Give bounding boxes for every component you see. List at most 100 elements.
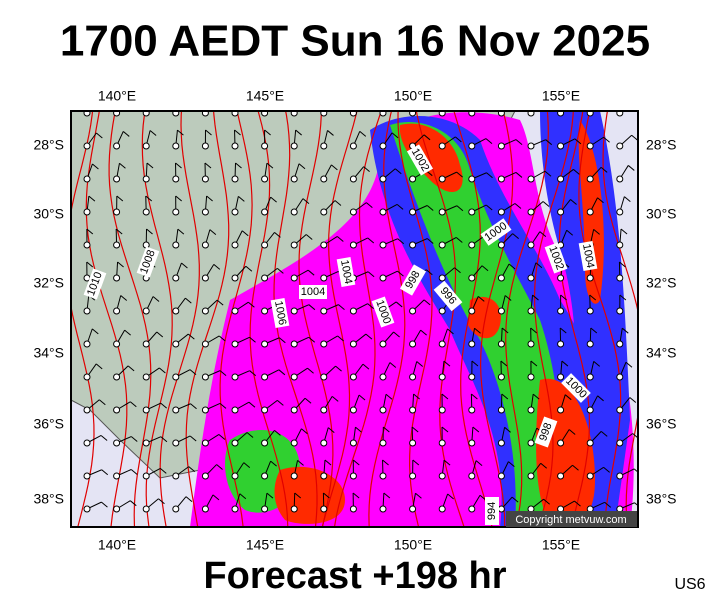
barb-station [113,373,121,381]
barb-flag [620,228,628,235]
barb-flag [474,327,481,334]
barb-flag [100,435,108,441]
barb-flag [212,494,220,501]
barb-flag [274,232,281,238]
barb-station [142,439,150,447]
barb-station [201,307,209,315]
barb-station [231,208,239,216]
barb-flag [501,327,509,334]
barb-station [320,373,328,381]
barb-flag [264,129,271,136]
barb-flag [447,328,454,335]
barb-station [231,175,239,183]
barb-flag [415,492,422,499]
isobar-label-bg [578,240,598,272]
lon-label: 155°E [542,88,580,104]
isobar-label-group: 1000 [371,296,395,328]
barb-flag [412,459,420,466]
barb-flag [441,393,449,400]
barb-flag [216,464,223,470]
barb-flag [120,295,128,301]
barb-station [172,111,180,117]
barb-flag [359,130,367,137]
barb-flag [504,295,512,301]
barb-station [468,274,476,282]
barb-flag [277,399,284,406]
barb-flag [627,165,635,171]
barb-station [320,111,328,117]
barb-flag [181,98,187,103]
barb-flag [423,134,431,141]
isobar-label-bg [83,268,107,300]
barb-station [201,439,209,447]
isobar-label-group: 1004 [299,285,327,299]
barb-flag [307,269,315,276]
barb-station [83,241,91,249]
barb-flag [486,172,493,179]
barb-flag [358,394,366,401]
barb-flag [411,426,419,433]
barb-station [586,111,594,117]
barb-station [468,472,476,480]
barb-flag [481,265,489,272]
barb-station [379,175,387,183]
barb-station [290,142,298,150]
isobar-label-bg [433,280,463,312]
barb-station [438,472,446,480]
lat-label: 36°S [646,416,677,432]
isobar-label-bg [561,373,591,403]
barb-flag [423,299,431,306]
isobar-label: 1004 [338,259,354,285]
barb-flag [356,97,362,102]
barb-station [320,505,328,513]
barb-flag [304,397,312,404]
barb-station [527,373,535,381]
barb-station [201,175,209,183]
barb-station [409,373,417,381]
barb-station [497,505,505,513]
barb-flag [241,230,249,237]
barb-station [557,307,565,315]
lat-label: 38°S [33,491,64,507]
barb-flag [219,403,227,409]
barb-flag [324,459,332,466]
barb-station [586,208,594,216]
barb-station [113,340,121,348]
barb-flag [485,138,493,144]
barb-station [497,340,505,348]
barb-flag [355,426,362,433]
isobar-label-bg [136,246,160,278]
isobar-label: 1004 [580,243,596,269]
barb-station [261,307,269,315]
barb-flag [219,370,227,377]
barb-station [468,111,476,117]
barb-flag [159,367,166,374]
barb-station [290,439,298,447]
barb-flag [383,426,390,433]
barb-flag [413,393,420,400]
barb-station [557,175,565,183]
barb-flag [515,105,521,110]
barb-station [142,406,150,414]
barb-station [290,505,298,513]
barb-station [349,373,357,381]
barb-station [142,472,150,480]
barb-flag [248,301,255,308]
barb-station [261,175,269,183]
lon-label: 150°E [394,88,432,104]
barb-station [290,175,298,183]
barb-flag [146,228,153,235]
barb-station [261,472,269,480]
barb-station [261,111,269,117]
barb-station [83,142,91,150]
barb-station [261,340,269,348]
barb-station [172,175,180,183]
barb-flag [295,129,302,136]
barb-station [320,439,328,447]
barb-station [557,274,565,282]
barb-flag [218,335,226,342]
barb-flag [443,459,451,466]
barb-station [83,111,91,117]
isobar-label-bg [485,497,499,525]
barb-flag [396,204,404,210]
